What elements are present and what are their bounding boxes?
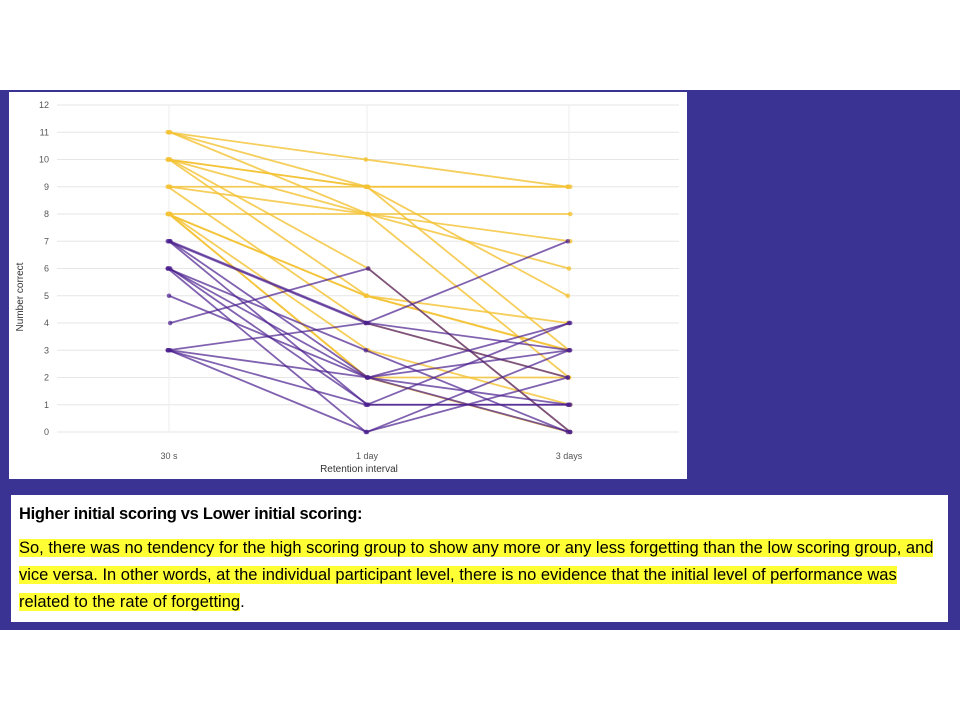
y-tick-label-9: 9	[44, 182, 49, 192]
data-point-30-2	[565, 402, 571, 408]
data-point-10-0	[166, 184, 172, 190]
y-tick-label-5: 5	[44, 291, 49, 301]
body-tail-text: .	[240, 593, 245, 611]
data-point-7-0	[166, 157, 172, 162]
y-tick-label-1: 1	[44, 400, 49, 410]
y-tick-label-10: 10	[39, 155, 49, 165]
series-line-10	[168, 185, 570, 270]
data-point-25-0	[166, 293, 172, 299]
y-tick-label-11: 11	[40, 127, 49, 137]
data-point-11-2	[567, 211, 573, 217]
y-tick-label-0: 0	[44, 427, 49, 437]
data-point-0-1	[363, 157, 369, 162]
slide-body: So, there was no tendency for the high s…	[19, 535, 940, 616]
data-point-16-0	[166, 211, 172, 217]
data-point-24-2	[565, 375, 571, 380]
y-tick-label-2: 2	[44, 373, 49, 383]
x-tick-label-2: 3 days	[556, 451, 583, 461]
x-tick-labels: 30 s 1 day 3 days	[160, 451, 582, 461]
series-lines	[165, 129, 573, 435]
y-tick-label-8: 8	[44, 209, 49, 219]
y-tick-label-12: 12	[39, 100, 49, 110]
series-line-12	[167, 213, 569, 352]
highlighted-body-text: So, there was no tendency for the high s…	[19, 539, 934, 611]
data-point-26-2	[567, 429, 573, 435]
data-point-10-2	[566, 266, 572, 271]
data-point-28-1	[364, 429, 370, 435]
x-tick-label-1: 1 day	[356, 451, 379, 461]
data-point-11-1	[365, 211, 371, 217]
data-point-24-0	[165, 266, 171, 271]
data-point-15-1	[363, 293, 369, 299]
data-point-2-0	[167, 129, 173, 135]
slide-heading: Higher initial scoring vs Lower initial …	[19, 505, 363, 523]
data-point-6-2	[565, 293, 571, 299]
data-point-29-1	[365, 375, 371, 380]
y-tick-label-3: 3	[44, 345, 49, 355]
data-point-30-0	[165, 347, 171, 353]
y-tick-label-4: 4	[44, 318, 49, 328]
data-point-27-2	[565, 238, 571, 244]
data-point-26-1	[365, 266, 371, 271]
data-point-20-0	[167, 238, 173, 244]
text-box: Higher initial scoring vs Lower initial …	[11, 495, 948, 622]
x-axis-title: Retention interval	[320, 464, 398, 475]
data-point-26-0	[167, 320, 173, 326]
data-point-21-1	[363, 347, 369, 353]
y-tick-label-6: 6	[44, 264, 49, 274]
y-tick-label-7: 7	[44, 236, 49, 246]
data-point-27-1	[363, 320, 369, 326]
data-point-8-1	[365, 184, 371, 190]
data-point-30-1	[363, 402, 369, 408]
x-tick-label-0: 30 s	[160, 451, 178, 461]
series-line-3	[167, 158, 568, 188]
data-point-28-2	[566, 347, 572, 353]
data-point-8-2	[567, 184, 573, 190]
y-axis-title: Number correct	[15, 262, 26, 331]
data-point-29-2	[567, 320, 573, 326]
